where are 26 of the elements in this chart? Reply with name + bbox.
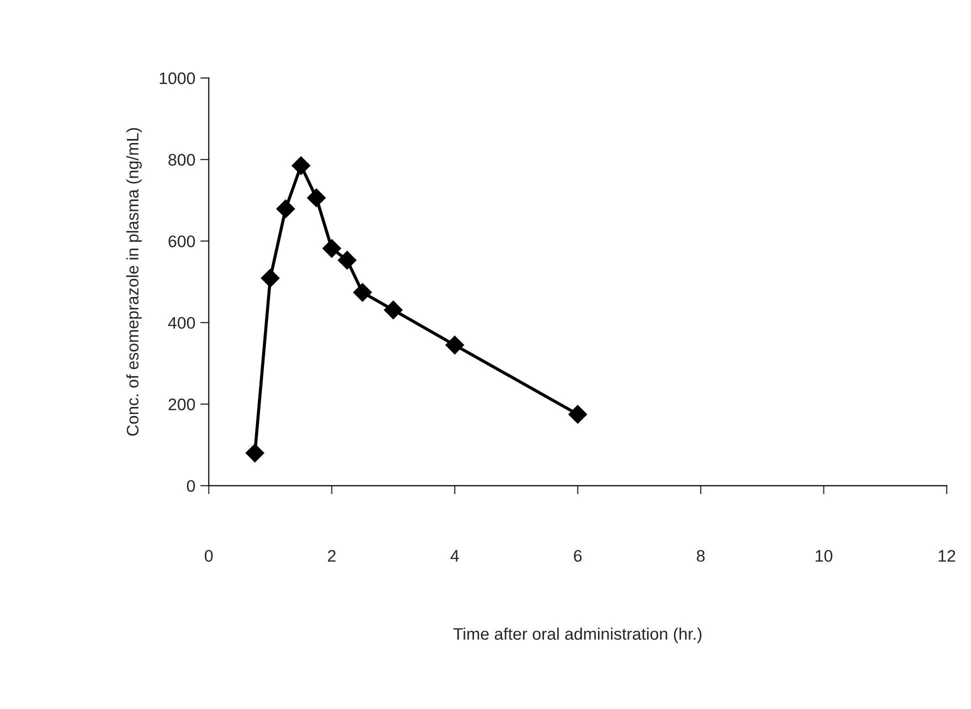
y-axis-title: Conc. of esomeprazole in plasma (ng/mL) — [126, 128, 142, 436]
y-tick-label: 200 — [168, 398, 195, 410]
point — [353, 283, 372, 302]
x-tick-label: 12 — [938, 550, 956, 562]
y-tick-label: 800 — [168, 154, 195, 166]
y-tick-label: 1000 — [160, 72, 195, 84]
point — [322, 239, 342, 258]
x-axis-title: Time after oral administration (hr.) — [453, 628, 702, 644]
point — [307, 188, 326, 208]
point — [338, 250, 356, 270]
point — [568, 404, 588, 424]
x-tick-label: 8 — [696, 550, 705, 562]
point — [260, 268, 280, 288]
x-tick-label: 2 — [328, 550, 336, 562]
point — [445, 336, 464, 354]
x-tick-label: 0 — [204, 550, 213, 562]
point — [292, 156, 310, 175]
point — [276, 199, 295, 218]
point — [384, 300, 403, 320]
y-tick-label: 400 — [168, 316, 195, 329]
y-tick-label: 0 — [186, 480, 195, 492]
x-tick-label: 6 — [574, 550, 582, 562]
x-tick-label: 10 — [816, 550, 832, 562]
point — [246, 444, 264, 462]
y-tick-label: 600 — [168, 235, 195, 248]
x-tick-label: 4 — [450, 550, 459, 562]
